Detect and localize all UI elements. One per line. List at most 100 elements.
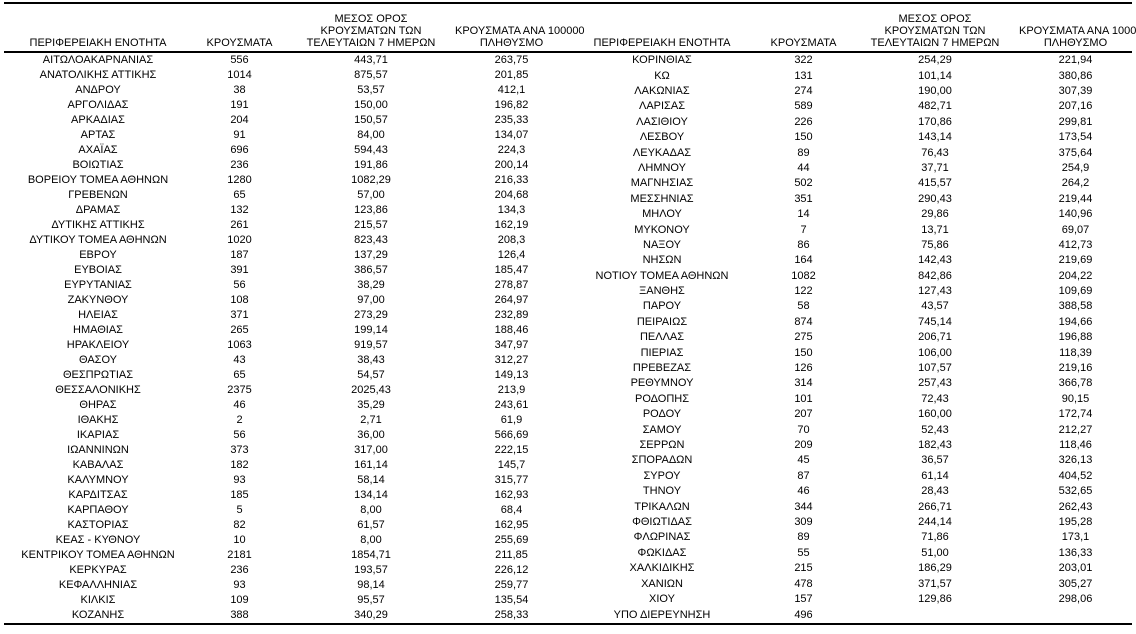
header-row: ΠΕΡΙΦΕΡΕΙΑΚΗ ΕΝΟΤΗΤΑ ΚΡΟΥΣΜΑΤΑ ΜΕΣΟΣ ΟΡΟ… — [4, 4, 585, 53]
table-row: ΥΠΟ ΔΙΕΡΕΥΝΗΣΗ 496 — [568, 607, 1132, 623]
table-row: ΗΛΕΙΑΣ 371 273,29 232,89 — [4, 308, 568, 323]
cases-table-right: ΠΕΡΙΦΕΡΕΙΑΚΗ ΕΝΟΤΗΤΑ ΚΡΟΥΣΜΑΤΑ ΜΕΣΟΣ ΟΡΟ… — [568, 4, 1136, 623]
cases-cell: 696 — [230, 144, 249, 156]
cases-cell: 309 — [794, 515, 813, 528]
avg7-cell: 53,57 — [357, 84, 385, 96]
table-row: ΘΕΣΣΑΛΟΝΙΚΗΣ 2375 2025,43 213,9 — [4, 383, 568, 398]
cases-cell: 101 — [794, 392, 813, 405]
cases-cell: 5 — [236, 504, 243, 516]
region-cell: ΘΑΣΟΥ — [78, 354, 118, 366]
cases-cell: 204 — [230, 114, 249, 126]
table-row: ΛΑΡΙΣΑΣ 589 482,71 207,16 — [568, 99, 1132, 114]
avg7-cell: 150,57 — [354, 114, 388, 126]
per100k-cell: 298,06 — [1058, 592, 1093, 605]
cases-cell: 38 — [233, 84, 246, 96]
cases-cell: 187 — [230, 249, 249, 261]
avg7-cell: 745,14 — [918, 315, 952, 328]
cases-cell: 131 — [794, 69, 813, 82]
cases-table-left: ΠΕΡΙΦΕΡΕΙΑΚΗ ΕΝΟΤΗΤΑ ΚΡΟΥΣΜΑΤΑ ΜΕΣΟΣ ΟΡΟ… — [4, 4, 585, 623]
per100k-cell: 216,33 — [494, 174, 529, 186]
table-row: ΔΡΑΜΑΣ 132 123,86 134,3 — [4, 203, 568, 218]
avg7-cell: 161,14 — [354, 459, 388, 471]
region-cell: ΛΑΡΙΣΑΣ — [638, 100, 685, 113]
cases-cell: 2375 — [227, 384, 252, 396]
cases-cell: 191 — [230, 99, 249, 111]
region-cell: ΓΡΕΒΕΝΩΝ — [68, 189, 128, 201]
avg7-cell: 273,29 — [354, 309, 388, 321]
per100k-cell: 232,89 — [494, 309, 529, 321]
table-row: ΔΥΤΙΚΗΣ ΑΤΤΙΚΗΣ 261 215,57 162,19 — [4, 218, 568, 233]
cases-cell: 1280 — [227, 174, 252, 186]
per100k-cell: 388,58 — [1058, 300, 1093, 313]
avg7-cell: 919,57 — [354, 339, 388, 351]
avg7-cell: 193,57 — [354, 564, 388, 576]
region-cell: ΗΡΑΚΛΕΙΟΥ — [66, 339, 130, 351]
region-cell: ΙΚΑΡΙΑΣ — [76, 429, 120, 441]
table-row: ΛΑΣΙΘΙΟΥ 226 170,86 299,81 — [568, 115, 1132, 130]
avg7-cell: 186,29 — [918, 562, 952, 575]
cases-cell: 65 — [233, 369, 246, 381]
avg7-cell: 257,43 — [918, 377, 952, 390]
avg7-cell: 71,86 — [921, 531, 949, 544]
avg7-cell: 482,71 — [918, 100, 952, 113]
table-row: ΑΝΑΤΟΛΙΚΗΣ ΑΤΤΙΚΗΣ 1014 875,57 201,85 — [4, 68, 568, 83]
per100k-cell: 566,69 — [494, 429, 529, 441]
avg7-cell: 150,00 — [354, 99, 388, 111]
cases-cell: 82 — [233, 519, 246, 531]
per100k-cell: 200,14 — [494, 159, 529, 171]
cases-cell: 556 — [230, 54, 249, 66]
region-cell: ΑΙΤΩΛΟΑΚΑΡΝΑΝΙΑΣ — [42, 54, 154, 66]
per100k-cell: 243,61 — [494, 399, 529, 411]
avg7-cell: 317,00 — [354, 444, 388, 456]
cases-cell: 150 — [794, 346, 813, 359]
region-cell: ΠΡΕΒΕΖΑΣ — [632, 362, 692, 375]
cases-cell: 874 — [794, 315, 813, 328]
avg7-cell: 160,00 — [918, 408, 952, 421]
region-cell: ΑΧΑΪΑΣ — [78, 144, 118, 156]
table-row: ΚΩ 131 101,14 380,86 — [568, 68, 1132, 83]
table-row: ΕΥΡΥΤΑΝΙΑΣ 56 38,29 278,87 — [4, 278, 568, 293]
table-row: ΚΕΡΚΥΡΑΣ 236 193,57 226,12 — [4, 563, 568, 578]
per100k-cell: 188,46 — [494, 324, 529, 336]
per100k-cell: 224,3 — [497, 144, 526, 156]
table-row: ΚΙΛΚΙΣ 109 95,57 135,54 — [4, 593, 568, 608]
cases-cell: 1020 — [227, 234, 252, 246]
avg7-cell: 35,29 — [357, 399, 385, 411]
table-row: ΜΥΚΟΝΟΥ 7 13,71 69,07 — [568, 222, 1132, 237]
per100k-cell: 208,3 — [497, 234, 526, 246]
per100k-cell: 347,97 — [494, 339, 529, 351]
per100k-cell: 305,27 — [1058, 577, 1093, 590]
per100k-cell: 263,75 — [494, 54, 529, 66]
per100k-cell: 326,13 — [1058, 454, 1093, 467]
avg7-cell: 415,57 — [918, 177, 952, 190]
cases-cell: 14 — [797, 208, 810, 221]
region-cell: ΝΗΣΩΝ — [642, 254, 682, 267]
avg7-cell: 206,71 — [918, 331, 952, 344]
avg7-cell: 244,14 — [918, 515, 952, 528]
avg7-cell: 129,86 — [918, 592, 952, 605]
per100k-cell: 126,4 — [497, 249, 526, 261]
per100k-cell: 69,07 — [1061, 223, 1090, 236]
cases-cell: 261 — [230, 219, 249, 231]
table-row: ΖΑΚΥΝΘΟΥ 108 97,00 264,97 — [4, 293, 568, 308]
region-cell: ΘΕΣΣΑΛΟΝΙΚΗΣ — [55, 384, 141, 396]
cases-cell: 10 — [233, 534, 246, 546]
table-body-left: ΑΙΤΩΛΟΑΚΑΡΝΑΝΙΑΣ 556 443,71 263,75 ΑΝΑΤΟΛΙΚΗ… — [4, 52, 568, 623]
cases-cell: 132 — [230, 204, 249, 216]
table-row: ΔΥΤΙΚΟΥ ΤΟΜΕΑ ΑΘΗΝΩΝ 1020 823,43 208,3 — [4, 233, 568, 248]
cases-cell: 589 — [794, 100, 813, 113]
region-cell: ΘΗΡΑΣ — [79, 399, 117, 411]
table-row: ΙΩΑΝΝΙΝΩΝ 373 317,00 222,15 — [4, 443, 568, 458]
region-cell: ΚΩ — [654, 69, 670, 82]
per100k-cell: 262,43 — [1058, 500, 1093, 513]
cases-cell: 502 — [794, 177, 813, 190]
per100k-cell: 194,66 — [1058, 315, 1093, 328]
cases-cell: 373 — [230, 444, 249, 456]
cases-cell: 314 — [794, 377, 813, 390]
cases-cell: 2 — [236, 414, 243, 426]
header-region-label: ΠΕΡΙΦΕΡΕΙΑΚΗ ΕΝΟΤΗΤΑ — [29, 37, 167, 49]
per100k-cell: 145,7 — [497, 459, 526, 471]
table-row: ΕΥΒΟΙΑΣ 391 386,57 185,47 — [4, 263, 568, 278]
per100k-cell: 221,94 — [1058, 54, 1093, 67]
per100k-cell: 162,93 — [494, 489, 529, 501]
